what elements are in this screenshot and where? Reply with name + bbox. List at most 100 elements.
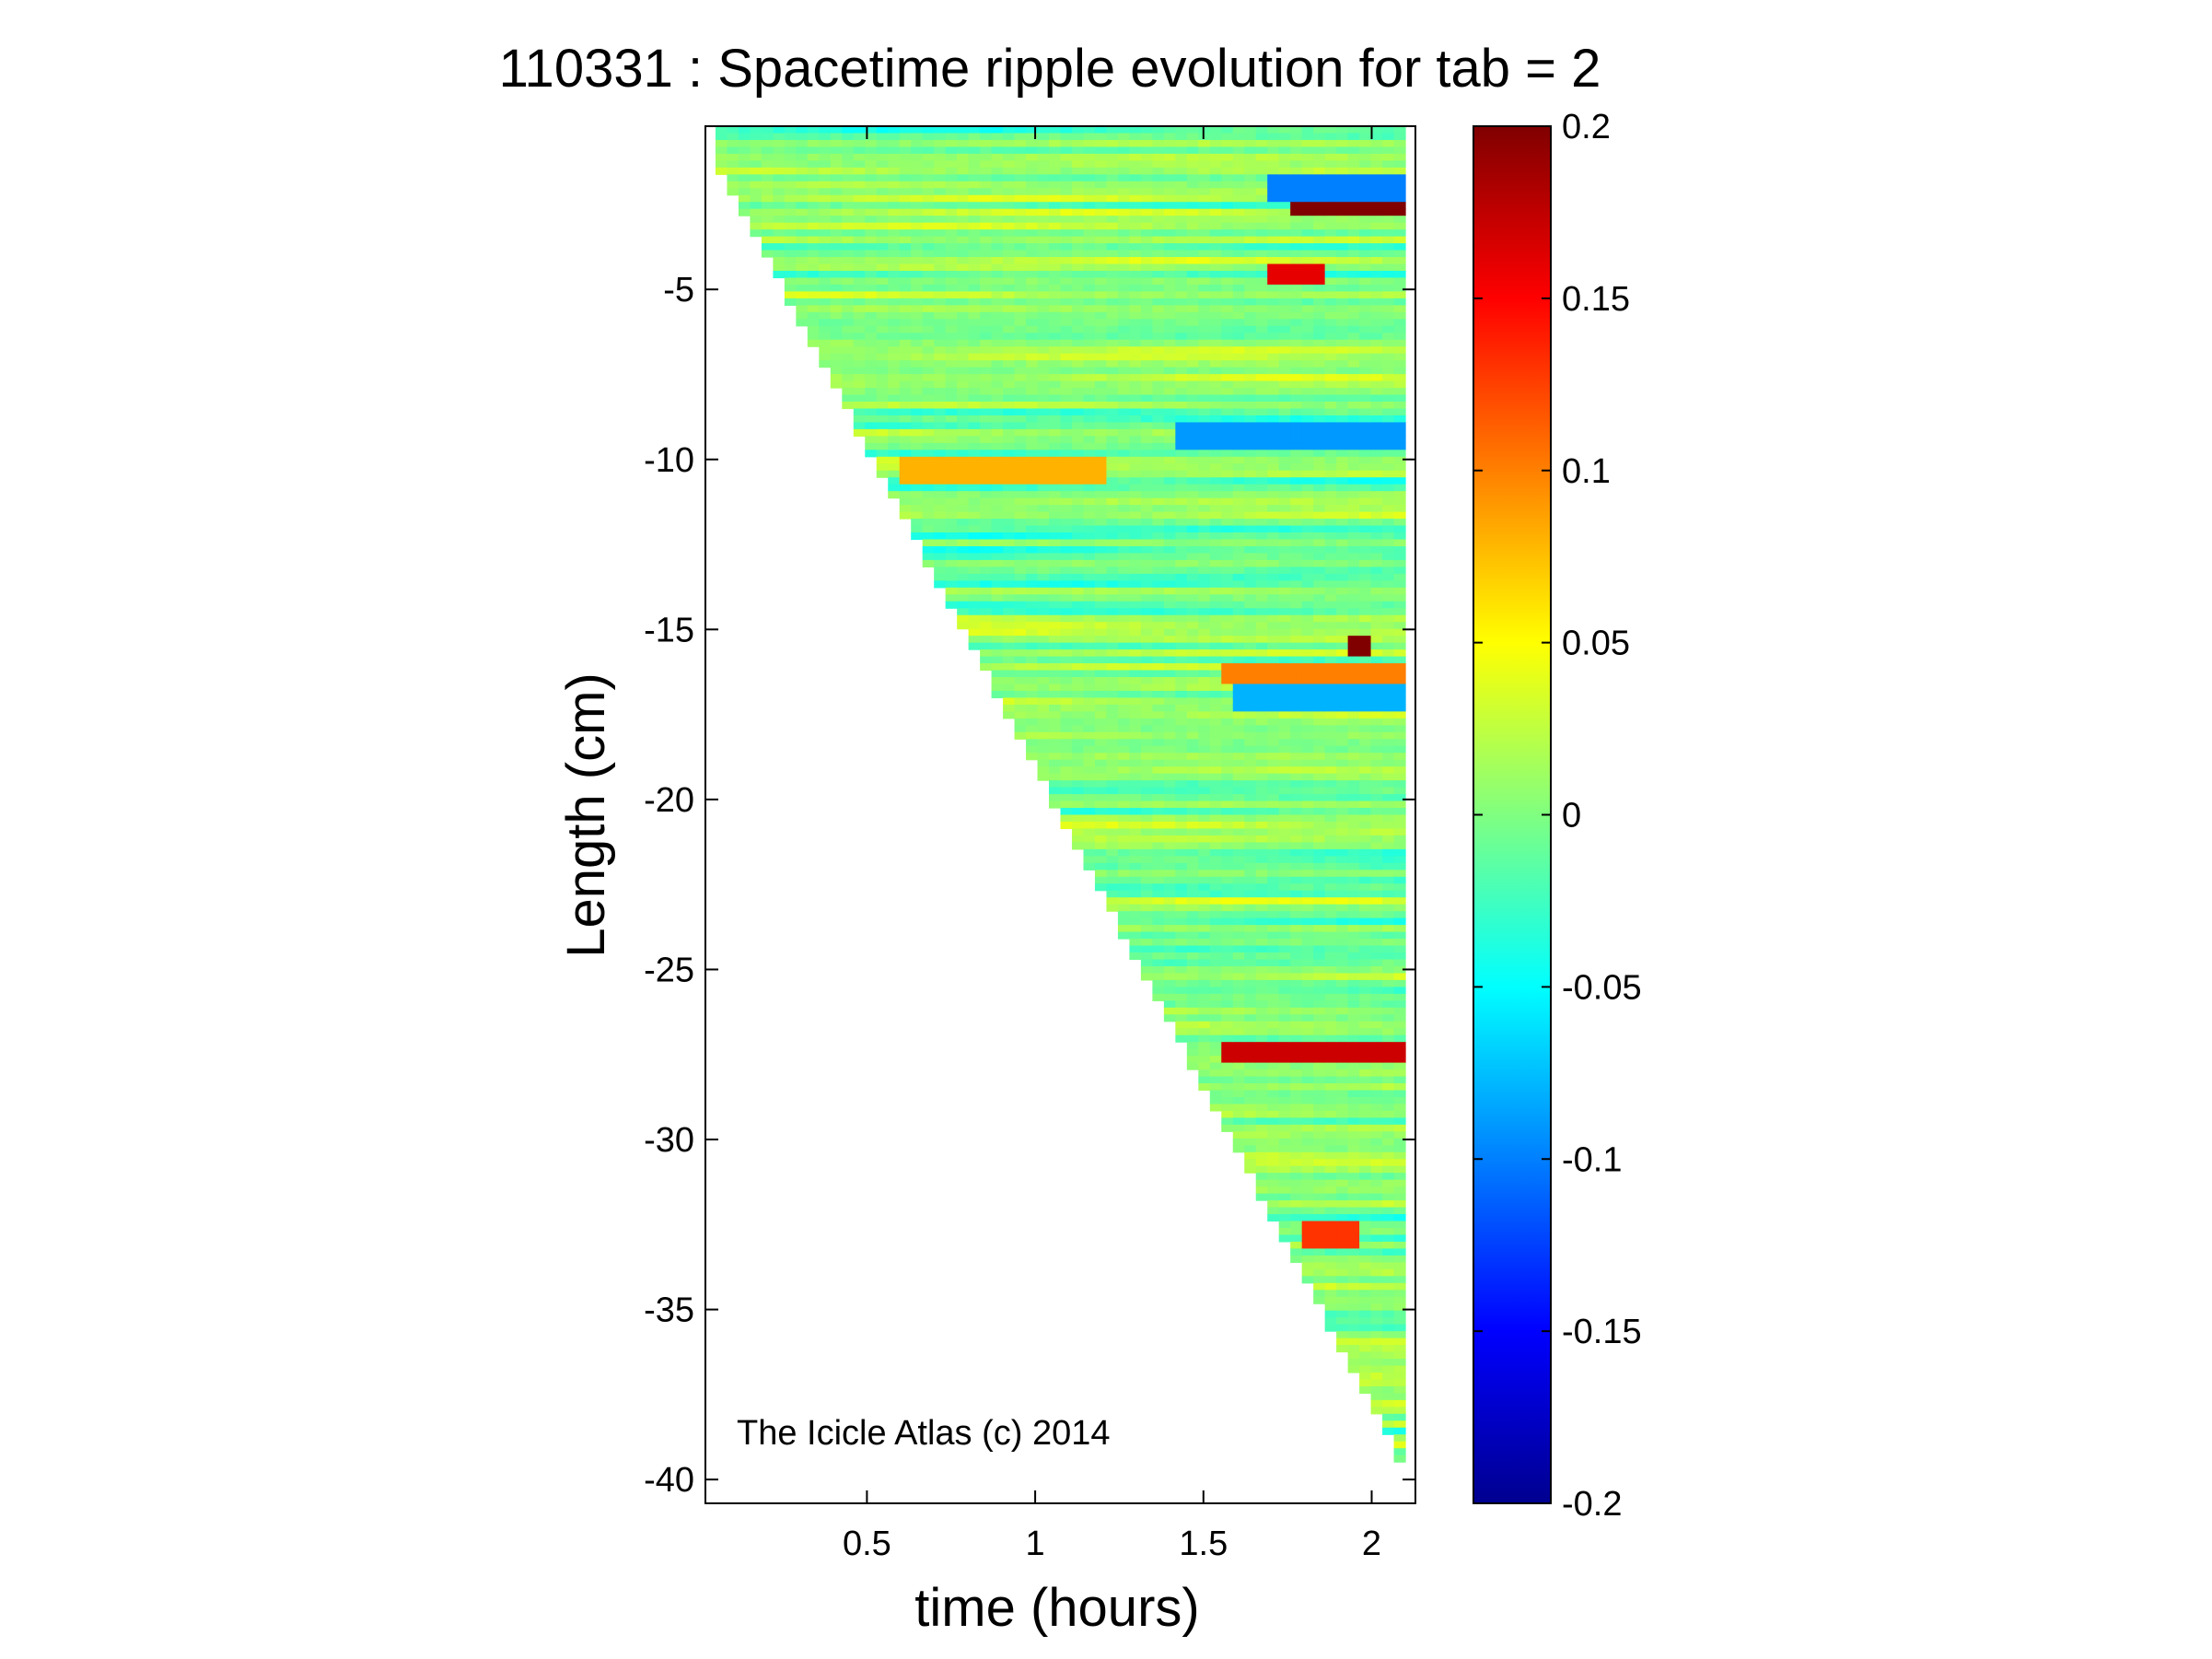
heatmap-cell	[1129, 270, 1142, 279]
heatmap-cell	[876, 194, 889, 203]
heatmap-cell	[1083, 243, 1096, 251]
heatmap-cell	[1209, 587, 1222, 595]
heatmap-cell	[1003, 284, 1016, 292]
heatmap-cell	[1244, 759, 1257, 767]
heatmap-cell	[1026, 160, 1039, 169]
heatmap-cell	[1267, 939, 1280, 947]
heatmap-cell	[1198, 987, 1211, 995]
heatmap-cell	[1278, 642, 1291, 650]
heatmap-cell	[991, 519, 1004, 527]
heatmap-cell	[1117, 422, 1130, 430]
heatmap-cell	[1290, 952, 1303, 961]
heatmap-cell	[1071, 780, 1085, 789]
heatmap-cell	[1094, 325, 1108, 333]
heatmap-cell	[761, 167, 774, 175]
heatmap-cell	[1049, 519, 1062, 527]
heatmap-cell	[1255, 477, 1268, 485]
heatmap-cell	[1209, 139, 1222, 148]
heatmap-cell	[1094, 305, 1108, 313]
heatmap-cell	[991, 663, 1004, 672]
heatmap-cell	[876, 174, 889, 182]
heatmap-cell	[922, 353, 935, 361]
heatmap-cell	[1209, 553, 1222, 561]
heatmap-cell	[1049, 642, 1062, 650]
heatmap-cell	[911, 229, 924, 238]
heatmap-cell	[1244, 367, 1257, 375]
heatmap-cell	[1255, 890, 1268, 898]
heatmap-cell	[1094, 787, 1108, 795]
heatmap-cell	[899, 422, 912, 430]
heatmap-cell	[1129, 250, 1142, 258]
heatmap-cell	[853, 160, 866, 169]
heatmap-cell	[922, 319, 935, 327]
heatmap-cell	[968, 642, 981, 650]
heatmap-cell	[1117, 139, 1130, 148]
heatmap-cell	[865, 402, 878, 410]
heatmap-cell	[807, 222, 820, 230]
heatmap-cell	[1198, 415, 1211, 424]
heatmap-cell	[1186, 491, 1199, 499]
heatmap-cell	[1278, 718, 1291, 726]
heatmap-cell	[888, 194, 901, 203]
heatmap-cell	[1117, 711, 1130, 719]
heatmap-cell	[1336, 126, 1349, 134]
heatmap-cell	[1163, 965, 1176, 975]
heatmap-cell	[1278, 1042, 1291, 1050]
heatmap-cell	[1232, 614, 1245, 623]
heatmap-cell	[911, 284, 924, 292]
heatmap-cell	[1290, 594, 1303, 602]
heatmap-cell	[957, 587, 970, 595]
heatmap-cell	[1175, 181, 1188, 189]
heatmap-cell	[1071, 353, 1085, 361]
heatmap-cell	[911, 181, 924, 189]
heatmap-cell	[934, 277, 947, 286]
heatmap-cell	[899, 146, 912, 155]
heatmap-cell	[1278, 126, 1291, 134]
heatmap-cell	[1278, 890, 1291, 898]
heatmap-cell	[1244, 243, 1257, 251]
heatmap-cell	[945, 325, 958, 333]
heatmap-cell	[1060, 442, 1073, 450]
heatmap-cell	[1221, 567, 1234, 575]
heatmap-cell	[911, 415, 924, 424]
heatmap-cell	[796, 167, 809, 175]
heatmap-cell	[1129, 236, 1142, 244]
heatmap-cell	[1163, 380, 1176, 389]
heatmap-cell	[1324, 1124, 1337, 1132]
heatmap-cell	[1198, 305, 1211, 313]
heatmap-cell	[1163, 236, 1176, 244]
heatmap-cell	[1267, 759, 1280, 767]
heatmap-cell	[1106, 139, 1119, 148]
heatmap-cell	[1221, 642, 1234, 650]
heatmap-cell	[1129, 862, 1142, 870]
heatmap-cell	[888, 415, 901, 424]
heatmap-cell	[1221, 380, 1234, 389]
heatmap-cell	[1186, 511, 1199, 520]
heatmap-cell	[1083, 146, 1096, 155]
heatmap-cell	[888, 270, 901, 279]
heatmap-cell	[1324, 394, 1337, 403]
heatmap-cell	[957, 580, 970, 589]
heatmap-cell	[1140, 257, 1153, 265]
heatmap-cell	[1198, 587, 1211, 595]
heatmap-cell	[1071, 270, 1085, 279]
heatmap-cell	[1290, 367, 1303, 375]
heatmap-cell	[1163, 952, 1176, 961]
heatmap-cell	[1152, 388, 1165, 396]
heatmap-cell	[1049, 388, 1062, 396]
heatmap-cell	[1037, 339, 1050, 347]
heatmap-cell	[1071, 415, 1085, 424]
heatmap-cell	[1255, 993, 1268, 1001]
heatmap-cell	[1267, 291, 1280, 299]
heatmap-cell	[1071, 711, 1085, 719]
heatmap-cell	[1014, 146, 1027, 155]
heatmap-cell	[784, 250, 797, 258]
heatmap-cell	[1313, 876, 1326, 884]
heatmap-cell	[957, 339, 970, 347]
heatmap-cell	[957, 153, 970, 161]
heatmap-cell	[1049, 208, 1062, 216]
heatmap-cell	[830, 133, 843, 141]
heatmap-cell	[1290, 1056, 1303, 1064]
heatmap-cell	[1313, 883, 1326, 892]
heatmap-cell	[727, 153, 739, 161]
